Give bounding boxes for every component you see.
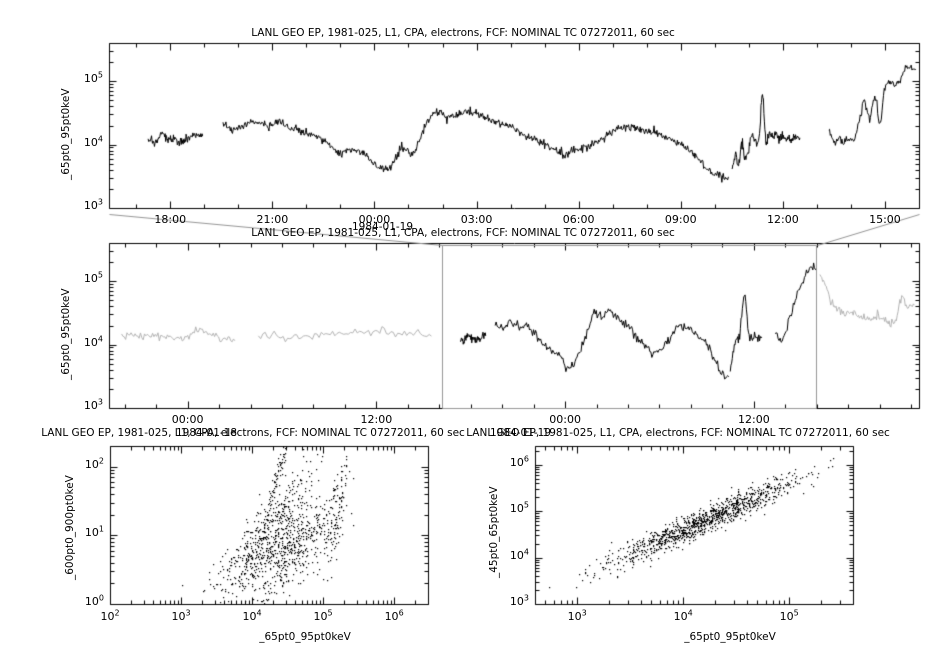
panel-bottom-left-plot-area[interactable] [110, 446, 428, 604]
zoom-selection-box[interactable] [409, 245, 739, 385]
panel-top-plot-area[interactable] [109, 43, 919, 208]
panel-bottom-right-plot-area[interactable] [535, 446, 853, 604]
